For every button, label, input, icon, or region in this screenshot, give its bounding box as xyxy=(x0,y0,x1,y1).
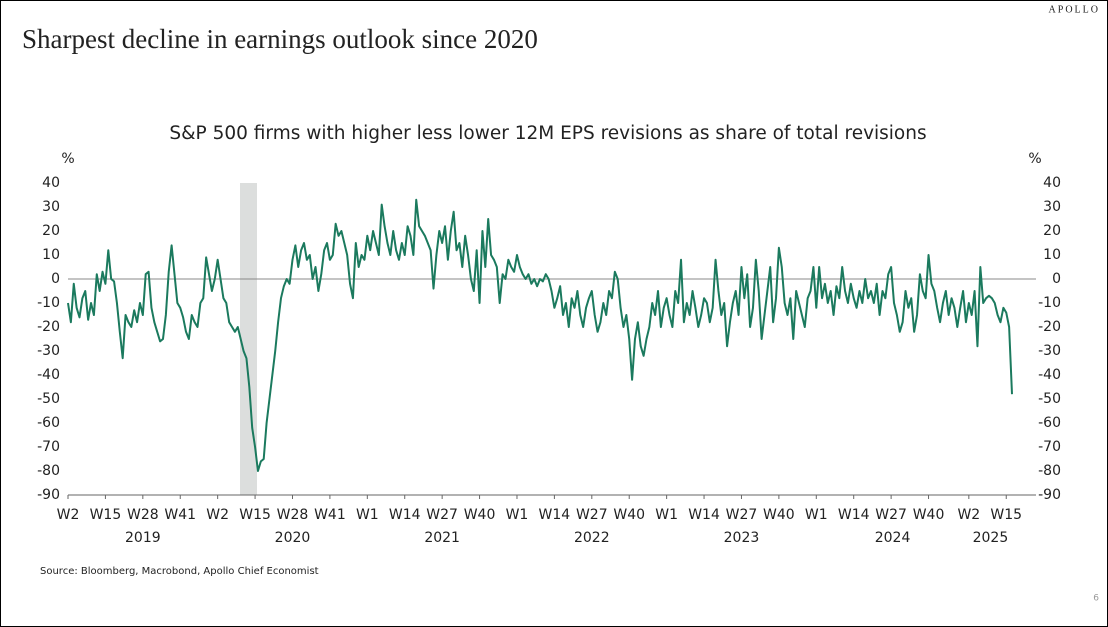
y-tick-label: -40 xyxy=(37,367,60,383)
year-label: 2024 xyxy=(875,530,911,546)
x-tick-label: W41 xyxy=(314,507,346,523)
brand: APOLLO xyxy=(1049,4,1100,15)
year-label: 2023 xyxy=(724,530,760,546)
year-label: 2019 xyxy=(125,530,161,546)
y-tick-label: -10 xyxy=(37,295,60,311)
x-tick-label: W2 xyxy=(957,507,980,523)
x-tick-label: W40 xyxy=(613,507,645,523)
page-number: 6 xyxy=(1093,594,1099,604)
y2-tick-label: -10 xyxy=(1038,295,1061,311)
y-tick-label: -60 xyxy=(37,415,60,431)
y-tick-label: -70 xyxy=(37,439,60,455)
x-tick-label: W27 xyxy=(726,507,758,523)
x-tick-label: W27 xyxy=(426,507,458,523)
year-label: 2022 xyxy=(574,530,610,546)
x-tick-label: W40 xyxy=(464,507,496,523)
x-tick-label: W15 xyxy=(990,507,1022,523)
y2-tick-label: -50 xyxy=(1038,391,1061,407)
x-tick-label: W2 xyxy=(57,507,80,523)
y2-tick-label: 0 xyxy=(1052,271,1061,287)
x-tick-label: W14 xyxy=(539,507,571,523)
x-tick-label: W27 xyxy=(875,507,907,523)
x-tick-label: W28 xyxy=(127,507,159,523)
x-tick-label: W14 xyxy=(389,507,421,523)
y2-tick-label: -30 xyxy=(1038,343,1061,359)
x-tick-label: W41 xyxy=(164,507,196,523)
y-tick-label: -50 xyxy=(37,391,60,407)
x-tick-label: W2 xyxy=(206,507,229,523)
recession-shading xyxy=(240,183,257,495)
x-tick-label: W1 xyxy=(805,507,828,523)
y2-unit: % xyxy=(1028,151,1041,167)
y-tick-label: 10 xyxy=(42,247,60,263)
y2-tick-label: -60 xyxy=(1038,415,1061,431)
x-tick-label: W15 xyxy=(239,507,271,523)
y2-tick-label: 10 xyxy=(1043,247,1061,263)
x-tick-label: W40 xyxy=(913,507,945,523)
x-tick-label: W1 xyxy=(506,507,529,523)
y-unit: % xyxy=(61,151,74,167)
y-tick-label: 20 xyxy=(42,223,60,239)
y-tick-label: 40 xyxy=(42,175,60,191)
y2-tick-label: -40 xyxy=(1038,367,1061,383)
chart-title: Sharpest decline in earnings outlook sin… xyxy=(22,24,538,54)
y-tick-label: -20 xyxy=(37,319,60,335)
x-tick-label: W14 xyxy=(838,507,870,523)
year-label: 2021 xyxy=(424,530,460,546)
chart-subtitle: S&P 500 firms with higher less lower 12M… xyxy=(169,123,926,144)
x-tick-label: W1 xyxy=(655,507,678,523)
y2-tick-label: -20 xyxy=(1038,319,1061,335)
x-tick-label: W14 xyxy=(688,507,720,523)
y-tick-label: -30 xyxy=(37,343,60,359)
y2-tick-label: -90 xyxy=(1038,487,1061,503)
y2-tick-label: 30 xyxy=(1043,199,1061,215)
y2-tick-label: -70 xyxy=(1038,439,1061,455)
x-tick-label: W15 xyxy=(90,507,122,523)
y-tick-label: -90 xyxy=(37,487,60,503)
x-tick-label: W40 xyxy=(763,507,795,523)
year-label: 2025 xyxy=(973,530,1009,546)
y2-tick-label: 20 xyxy=(1043,223,1061,239)
y2-tick-label: 40 xyxy=(1043,175,1061,191)
y-tick-label: 0 xyxy=(51,271,60,287)
x-tick-label: W1 xyxy=(356,507,379,523)
data-line xyxy=(67,198,1013,472)
year-label: 2020 xyxy=(275,530,311,546)
source: Source: Bloomberg, Macrobond, Apollo Chi… xyxy=(40,566,319,577)
x-tick-label: W28 xyxy=(277,507,309,523)
x-tick-label: W27 xyxy=(576,507,608,523)
y2-tick-label: -80 xyxy=(1038,463,1061,479)
y-tick-label: -80 xyxy=(37,463,60,479)
y-tick-label: 30 xyxy=(42,199,60,215)
